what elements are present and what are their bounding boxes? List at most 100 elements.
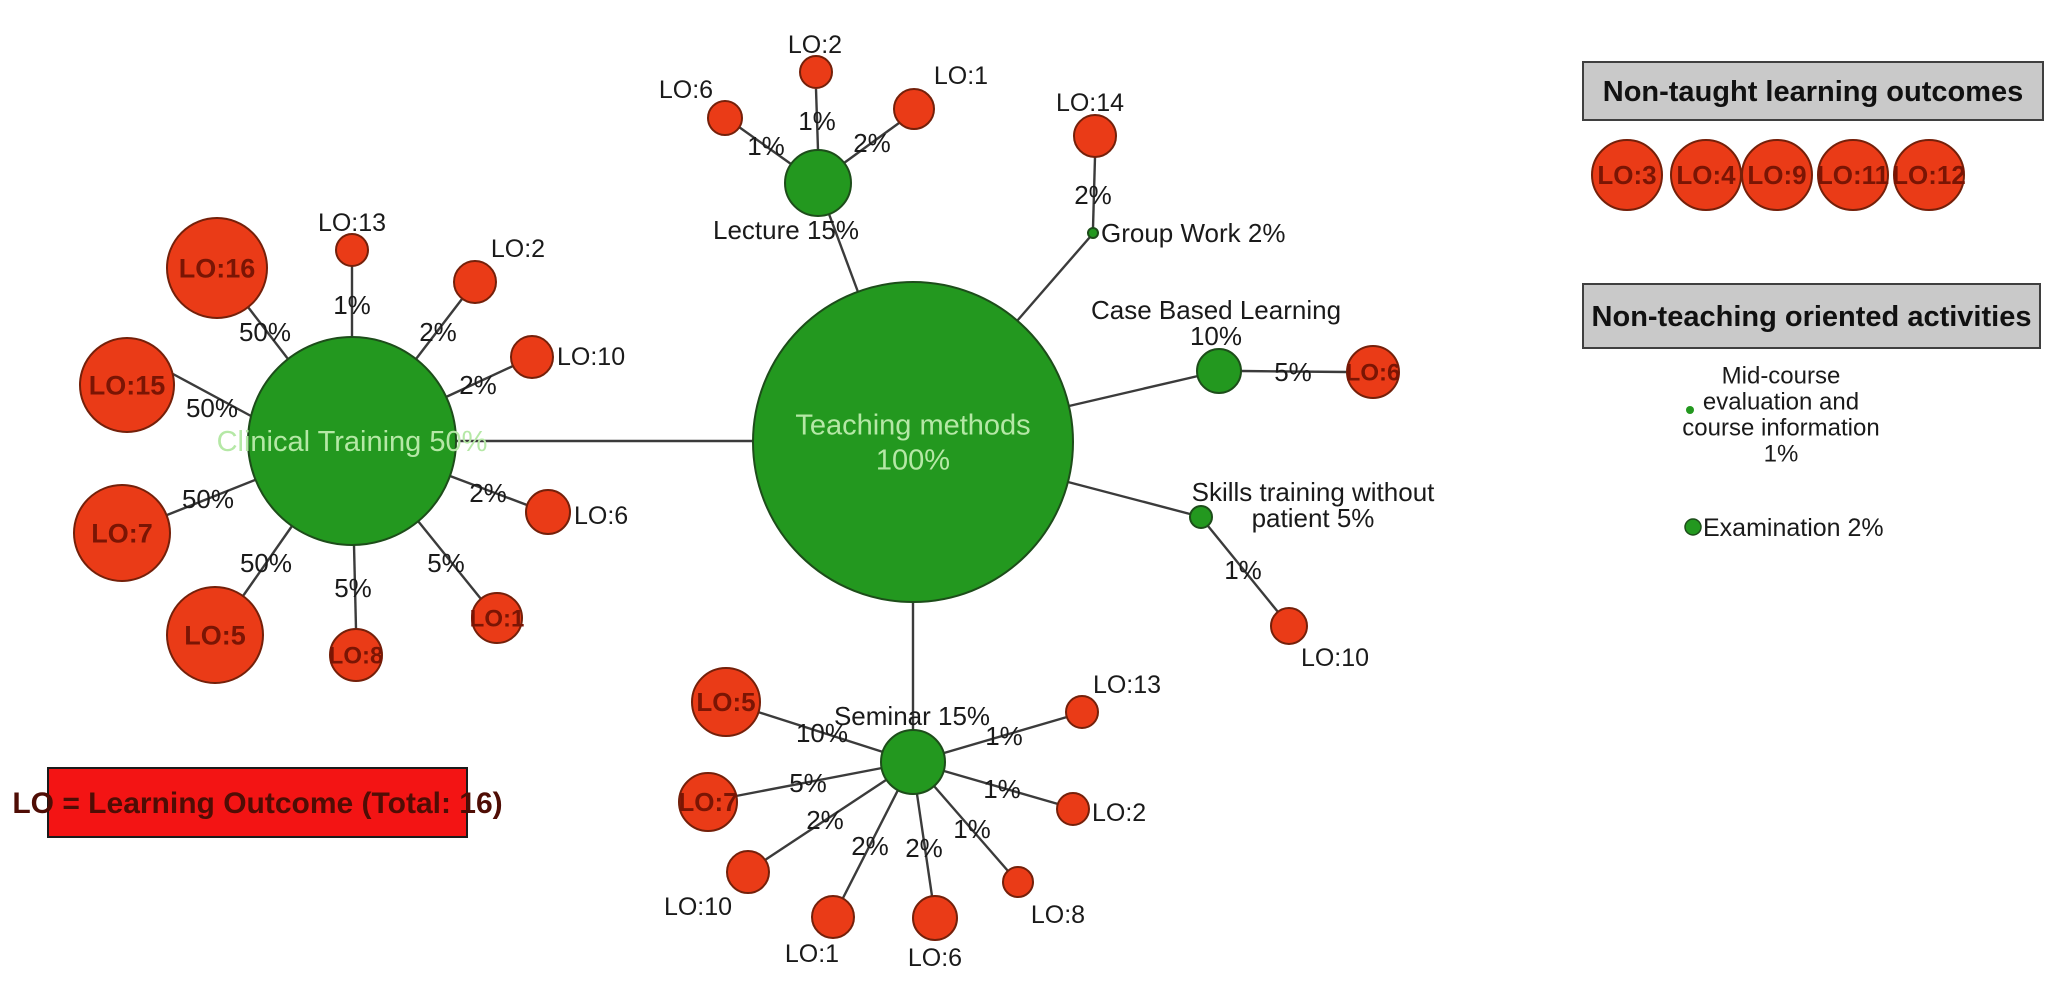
edge-seminar-seminar-lo13-label: 1% bbox=[985, 721, 1023, 751]
activity-dot-0 bbox=[1686, 406, 1694, 414]
edge-clinical-training-clinical-lo5 bbox=[242, 525, 293, 597]
edge-seminar-seminar-lo7 bbox=[735, 766, 883, 798]
node-seminar-lo8 bbox=[1002, 866, 1034, 898]
edge-seminar-seminar-lo1-label: 2% bbox=[851, 831, 889, 861]
panel-circle-LO:3-label: LO:3 bbox=[1597, 160, 1656, 190]
edge-skills-training-skills-lo10-label: 1% bbox=[1224, 555, 1262, 585]
edge-clinical-training-clinical-lo6 bbox=[449, 474, 528, 507]
node-lecture-lo6 bbox=[707, 100, 743, 136]
activity-label-0: evaluation and bbox=[1703, 388, 1859, 415]
node-case-based-learning bbox=[1196, 348, 1242, 394]
node-skills-training-label: patient 5% bbox=[1252, 503, 1375, 533]
node-lecture-lo2-label: LO:2 bbox=[788, 31, 842, 59]
edge-clinical-training-clinical-lo7-label: 50% bbox=[182, 484, 234, 514]
panel-circle-LO:11 bbox=[1817, 139, 1889, 211]
panel-circle-LO:4-label: LO:4 bbox=[1676, 160, 1736, 190]
node-lecture-lo2 bbox=[799, 55, 833, 89]
edge-case-based-learning-casebased-lo6 bbox=[1240, 369, 1348, 374]
edge-clinical-training-clinical-lo1 bbox=[417, 520, 482, 600]
edge-clinical-training-clinical-lo6-label: 2% bbox=[469, 478, 507, 508]
edge-clinical-training-clinical-lo10 bbox=[445, 364, 514, 399]
panel-circle-LO:3 bbox=[1591, 139, 1663, 211]
node-casebased-lo6-label: LO:6 bbox=[1346, 359, 1401, 386]
node-seminar-lo2-label: LO:2 bbox=[1092, 799, 1146, 827]
edge-seminar-seminar-lo8-label: 1% bbox=[953, 814, 991, 844]
node-clinical-lo10 bbox=[510, 335, 554, 379]
activity-label-0: 1% bbox=[1764, 440, 1799, 467]
node-casebased-lo6 bbox=[1346, 345, 1400, 399]
node-seminar-lo13-label: LO:13 bbox=[1093, 671, 1161, 699]
edge-clinical-training-clinical-lo2-label: 2% bbox=[419, 317, 457, 347]
node-clinical-lo13 bbox=[335, 233, 369, 267]
edge-clinical-training-clinical-lo7 bbox=[166, 478, 256, 517]
edge-seminar-seminar-lo7-label: 5% bbox=[789, 768, 827, 798]
edge-group-work-groupwork-lo14-label: 2% bbox=[1074, 180, 1112, 210]
node-clinical-lo10-label: LO:10 bbox=[557, 343, 625, 371]
node-clinical-training bbox=[247, 336, 457, 546]
node-group-work-label: Group Work 2% bbox=[1101, 218, 1285, 248]
edge-seminar-seminar-lo5-label: 10% bbox=[796, 718, 848, 748]
node-seminar-lo7-label: LO:7 bbox=[678, 787, 737, 817]
panel-circle-LO:9-label: LO:9 bbox=[1747, 160, 1806, 190]
node-seminar-lo1 bbox=[811, 895, 855, 939]
activity-label-0: Mid-course bbox=[1722, 362, 1841, 389]
node-clinical-lo8 bbox=[329, 628, 383, 682]
node-lecture-label: Lecture 15% bbox=[713, 215, 859, 245]
node-clinical-lo7 bbox=[73, 484, 171, 582]
node-clinical-lo7-label: LO:7 bbox=[91, 518, 153, 548]
node-clinical-lo2 bbox=[453, 260, 497, 304]
node-seminar-label: Seminar 15% bbox=[834, 701, 990, 731]
panels-layer: Non-taught learning outcomes LO:3 LO:4 LO:9… bbox=[1582, 61, 2044, 542]
node-lecture-lo1-label: LO:1 bbox=[934, 62, 988, 90]
panel-circle-LO:12-label: LO:12 bbox=[1892, 160, 1966, 190]
edge-clinical-training-clinical-lo16-label: 50% bbox=[239, 317, 291, 347]
edge-clinical-training-clinical-lo15 bbox=[172, 372, 252, 418]
legend-box bbox=[47, 767, 468, 838]
node-skills-lo10-label: LO:10 bbox=[1301, 644, 1369, 672]
edge-teaching-methods-group-work bbox=[1016, 236, 1091, 322]
panel-circle-LO:12 bbox=[1893, 139, 1965, 211]
node-group-work bbox=[1087, 227, 1099, 239]
node-skills-training bbox=[1189, 505, 1213, 529]
activity-label-0: course information bbox=[1682, 414, 1879, 441]
node-clinical-lo1-label: LO:1 bbox=[470, 605, 525, 632]
legend-layer: LO = Learning Outcome (Total: 16) bbox=[12, 767, 503, 838]
panel-non-taught-header bbox=[1582, 61, 2044, 121]
edge-lecture-lecture-lo1 bbox=[843, 122, 900, 164]
node-clinical-lo5-label: LO:5 bbox=[184, 620, 246, 650]
node-seminar-lo5-label: LO:5 bbox=[696, 687, 755, 717]
node-teaching-methods-label: Teaching methods bbox=[795, 410, 1030, 442]
node-skills-lo10 bbox=[1270, 607, 1308, 645]
node-teaching-methods-label: 100% bbox=[876, 445, 950, 477]
node-clinical-lo16 bbox=[166, 217, 268, 319]
node-clinical-lo6-label: LO:6 bbox=[574, 502, 628, 530]
activity-dot-1 bbox=[1684, 518, 1702, 536]
edge-case-based-learning-casebased-lo6-label: 5% bbox=[1274, 357, 1312, 387]
edges-layer bbox=[166, 88, 1348, 899]
node-seminar-lo13 bbox=[1065, 695, 1099, 729]
node-seminar-lo5 bbox=[691, 667, 761, 737]
edge-skills-training-skills-lo10 bbox=[1207, 525, 1279, 613]
node-seminar-lo10 bbox=[726, 850, 770, 894]
node-seminar bbox=[880, 729, 946, 795]
edge-group-work-groupwork-lo14 bbox=[1091, 156, 1097, 229]
edge-seminar-seminar-lo5 bbox=[757, 710, 884, 754]
node-clinical-lo8-label: LO:8 bbox=[329, 642, 384, 669]
node-clinical-lo5 bbox=[166, 586, 264, 684]
node-seminar-lo7 bbox=[678, 772, 738, 832]
node-clinical-lo15-label: LO:15 bbox=[89, 370, 166, 400]
node-skills-training-label: Skills training without bbox=[1192, 477, 1436, 507]
panel-circle-LO:11-label: LO:11 bbox=[1817, 160, 1889, 190]
node-case-based-learning-label: 10% bbox=[1190, 321, 1242, 351]
edge-lecture-lecture-lo6-label: 1% bbox=[747, 131, 785, 161]
node-clinical-lo6 bbox=[525, 489, 571, 535]
node-clinical-lo13-label: LO:13 bbox=[318, 209, 386, 237]
node-lecture-lo6-label: LO:6 bbox=[659, 76, 713, 104]
activity-label-1: Examination 2% bbox=[1703, 514, 1884, 542]
edge-seminar-seminar-lo13 bbox=[943, 715, 1068, 755]
node-seminar-lo2 bbox=[1056, 792, 1090, 826]
labels-layer: 50%1%2%2%50%2%50%5%50%5%1%1%2%2%5%1%10%5… bbox=[89, 31, 1435, 972]
edge-clinical-training-clinical-lo1-label: 5% bbox=[427, 548, 465, 578]
